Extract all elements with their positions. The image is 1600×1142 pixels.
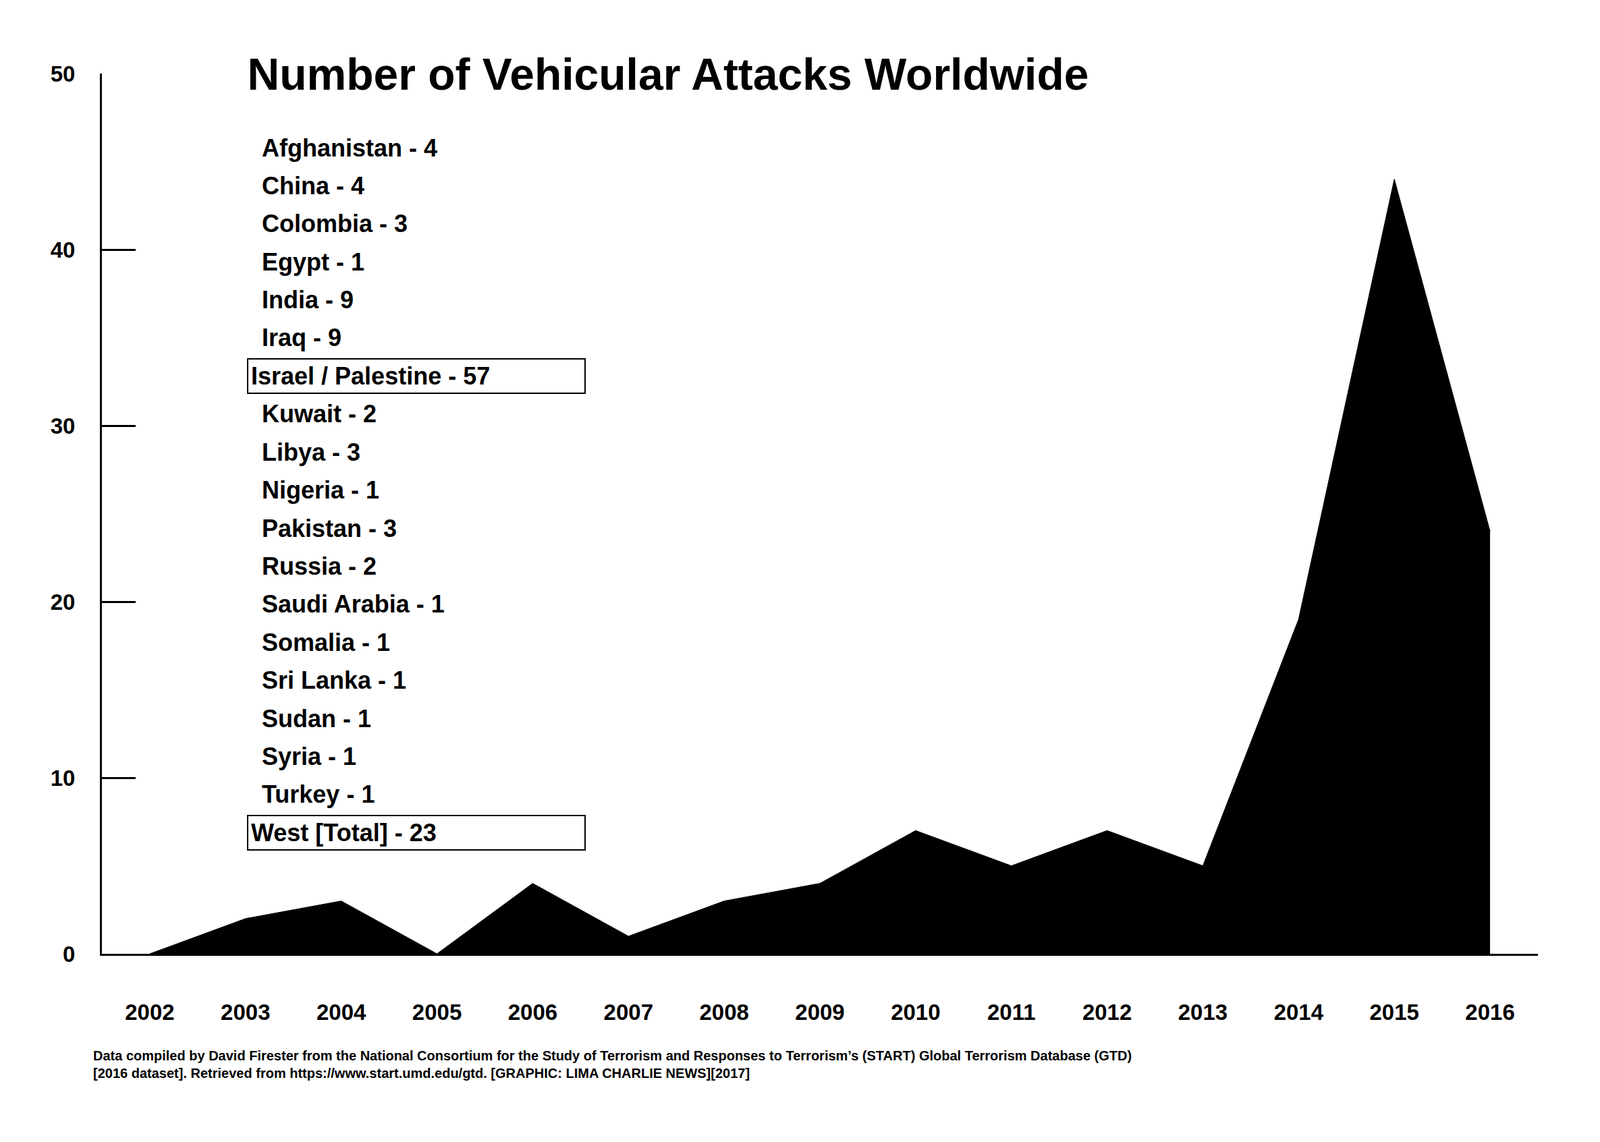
svg-text:2009: 2009 <box>794 1000 845 1026</box>
svg-text:0: 0 <box>62 942 75 968</box>
svg-text:Iraq - 9: Iraq - 9 <box>261 323 342 352</box>
svg-text:2015: 2015 <box>1369 1000 1419 1026</box>
svg-text:50: 50 <box>50 61 76 87</box>
svg-text:Egypt - 1: Egypt - 1 <box>261 248 365 277</box>
svg-text:Data compiled by David Fireste: Data compiled by David Firester from the… <box>93 1048 1132 1082</box>
svg-text:China - 4: China - 4 <box>261 172 365 200</box>
svg-text:2005: 2005 <box>412 1000 462 1026</box>
svg-text:2003: 2003 <box>220 1000 270 1026</box>
svg-text:West [Total] - 23: West [Total] - 23 <box>251 819 437 847</box>
svg-text:Afghanistan - 4: Afghanistan - 4 <box>261 134 438 162</box>
svg-text:Saudi Arabia - 1: Saudi Arabia - 1 <box>261 590 445 619</box>
svg-text:2010: 2010 <box>890 1000 941 1026</box>
svg-text:Pakistan - 3: Pakistan - 3 <box>261 514 397 543</box>
svg-text:Kuwait - 2: Kuwait - 2 <box>261 400 377 428</box>
svg-text:2013: 2013 <box>1178 1000 1228 1026</box>
svg-text:Nigeria - 1: Nigeria - 1 <box>261 476 380 505</box>
svg-text:Colombia - 3: Colombia - 3 <box>261 209 408 238</box>
svg-text:2008: 2008 <box>699 1000 749 1026</box>
svg-text:30: 30 <box>50 413 76 439</box>
svg-text:20: 20 <box>50 589 76 615</box>
svg-text:Libya - 3: Libya - 3 <box>261 438 361 467</box>
svg-text:Russia - 2: Russia - 2 <box>261 552 377 581</box>
svg-text:Israel / Palestine - 57: Israel / Palestine - 57 <box>251 362 490 391</box>
svg-text:2004: 2004 <box>316 1000 367 1026</box>
svg-text:2011: 2011 <box>987 1000 1036 1026</box>
svg-text:Sri Lanka - 1: Sri Lanka - 1 <box>261 666 407 695</box>
svg-text:Number of Vehicular Attacks Wo: Number of Vehicular Attacks Worldwide <box>247 49 1090 100</box>
svg-text:2016: 2016 <box>1465 1000 1515 1026</box>
svg-text:2002: 2002 <box>124 1000 175 1026</box>
svg-text:2014: 2014 <box>1274 1000 1324 1026</box>
svg-text:10: 10 <box>50 765 76 791</box>
svg-text:40: 40 <box>50 237 76 263</box>
svg-text:Turkey - 1: Turkey - 1 <box>261 780 375 809</box>
svg-text:2006: 2006 <box>508 1000 558 1026</box>
svg-text:Sudan - 1: Sudan - 1 <box>261 705 372 733</box>
svg-text:India - 9: India - 9 <box>261 286 354 314</box>
svg-text:2012: 2012 <box>1082 1000 1132 1026</box>
svg-text:Syria - 1: Syria - 1 <box>261 742 357 771</box>
svg-text:Somalia - 1: Somalia - 1 <box>261 628 391 657</box>
svg-text:2007: 2007 <box>603 1000 654 1026</box>
